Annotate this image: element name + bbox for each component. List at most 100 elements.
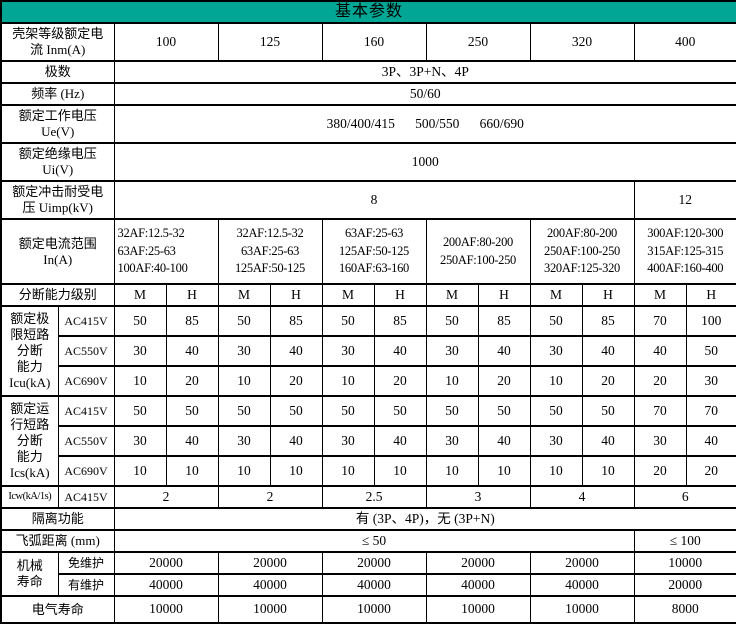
icu-value: 30 xyxy=(113,335,167,367)
icu-value: 50 xyxy=(529,305,583,337)
icu-value: 100 xyxy=(685,305,736,337)
grade-cell: H xyxy=(477,283,531,307)
icu-value: 20 xyxy=(269,365,323,397)
icu-value: 30 xyxy=(217,335,271,367)
breaking-grade-row: 分断能力级别 M H M H M H M H M H M H xyxy=(0,283,736,307)
icu-value: 30 xyxy=(425,335,479,367)
icu-value: 50 xyxy=(217,305,271,337)
icu-value: 30 xyxy=(529,335,583,367)
grade-cell: M xyxy=(113,283,167,307)
icw-value: 3 xyxy=(425,485,531,509)
icw-ac415v-label: AC415V xyxy=(57,485,115,509)
icu-value: 85 xyxy=(269,305,323,337)
ics-value: 70 xyxy=(685,395,736,427)
working-voltage-value: 380/400/415 500/550 660/690 xyxy=(113,104,736,144)
icu-value: 30 xyxy=(321,335,375,367)
ics-value: 20 xyxy=(633,455,687,487)
frame-current-value: 250 xyxy=(425,22,531,62)
mech-life-maint-label: 有维护 xyxy=(57,573,115,597)
ics-value: 70 xyxy=(633,395,687,427)
icu-value: 10 xyxy=(217,365,271,397)
ics-value: 30 xyxy=(425,425,479,457)
title-row: 基本参数 xyxy=(0,0,736,24)
icu-value: 50 xyxy=(321,305,375,337)
ics-value: 30 xyxy=(321,425,375,457)
icu-ac550v-row: AC550V 30 40 30 40 30 40 30 40 30 40 40 … xyxy=(1,335,736,367)
mech-life-value: 20000 xyxy=(321,551,427,575)
icu-value: 50 xyxy=(425,305,479,337)
ics-value: 10 xyxy=(113,455,167,487)
impulse-voltage-label: 额定冲击耐受电 压 Uimp(kV) xyxy=(0,180,115,220)
ics-value: 10 xyxy=(529,455,583,487)
impulse-voltage-value: 8 xyxy=(113,180,635,220)
ics-value: 50 xyxy=(425,395,479,427)
mech-life-value: 40000 xyxy=(217,573,323,597)
ics-value: 30 xyxy=(217,425,271,457)
poles-row: 极数 3P、3P+N、4P xyxy=(0,60,736,84)
frame-current-row: 壳架等级额定电 流 Inm(A) 100 125 160 250 320 400 xyxy=(0,22,736,62)
mech-life-value: 40000 xyxy=(321,573,427,597)
mech-life-value: 40000 xyxy=(113,573,219,597)
mech-life-label: 机械 寿命 xyxy=(0,551,59,597)
grade-cell: H xyxy=(373,283,427,307)
current-range-value: 63AF:25-63 125AF:50-125 160AF:63-160 xyxy=(321,218,427,285)
grade-cell: M xyxy=(321,283,375,307)
mech-life-value: 20000 xyxy=(217,551,323,575)
ics-value: 50 xyxy=(529,395,583,427)
icu-label: 额定极 限短路 分断 能力 Icu(kA) xyxy=(0,305,59,397)
elec-life-value: 10000 xyxy=(113,595,219,624)
icu-value: 30 xyxy=(685,365,736,397)
grade-cell: H xyxy=(581,283,635,307)
ics-value: 50 xyxy=(217,395,271,427)
breaking-grade-label: 分断能力级别 xyxy=(0,283,115,307)
ics-value: 10 xyxy=(425,455,479,487)
mech-life-free-row: 机械 寿命 免维护 20000 20000 20000 20000 20000 … xyxy=(0,551,736,597)
frame-current-value: 400 xyxy=(633,22,736,62)
grade-cell: H xyxy=(165,283,219,307)
impulse-voltage-value: 12 xyxy=(633,180,736,220)
current-range-row: 额定电流范围 In(A) 32AF:12.5-32 63AF:25-63 100… xyxy=(0,218,736,285)
icw-value: 4 xyxy=(529,485,635,509)
mech-life-value: 20000 xyxy=(425,551,531,575)
arc-distance-value: ≤ 100 xyxy=(633,529,736,553)
ics-value: 50 xyxy=(269,395,323,427)
isolation-value: 有 (3P、4P)，无 (3P+N) xyxy=(113,507,736,531)
ics-value: 20 xyxy=(685,455,736,487)
ics-value: 30 xyxy=(633,425,687,457)
icw-value: 6 xyxy=(633,485,736,509)
icw-value: 2 xyxy=(217,485,323,509)
ics-ac690v-row: AC690V 10 10 10 10 10 10 10 10 10 10 20 … xyxy=(1,455,736,487)
icu-value: 20 xyxy=(373,365,427,397)
ics-value: 10 xyxy=(165,455,219,487)
ics-value: 40 xyxy=(165,425,219,457)
ics-value: 50 xyxy=(165,395,219,427)
mech-life-maint-row: 有维护 40000 40000 40000 40000 40000 20000 xyxy=(1,573,736,597)
icu-value: 85 xyxy=(165,305,219,337)
poles-value: 3P、3P+N、4P xyxy=(113,60,736,84)
isolation-label: 隔离功能 xyxy=(0,507,115,531)
icu-value: 10 xyxy=(113,365,167,397)
ics-value: 40 xyxy=(581,425,635,457)
icw-label: Icw(kA/1s) xyxy=(0,485,59,509)
grade-cell: M xyxy=(633,283,687,307)
ics-ac550v-label: AC550V xyxy=(57,425,115,457)
icu-value: 50 xyxy=(685,335,736,367)
working-voltage-label: 额定工作电压 Ue(V) xyxy=(0,104,115,144)
elec-life-row: 电气寿命 10000 10000 10000 10000 10000 8000 xyxy=(0,595,736,624)
ics-value: 10 xyxy=(373,455,427,487)
ics-value: 50 xyxy=(477,395,531,427)
insulation-voltage-value: 1000 xyxy=(113,142,736,182)
ics-value: 30 xyxy=(113,425,167,457)
ics-value: 10 xyxy=(269,455,323,487)
elec-life-value: 8000 xyxy=(633,595,736,624)
icu-ac690v-label: AC690V xyxy=(57,365,115,397)
ics-value: 10 xyxy=(581,455,635,487)
elec-life-value: 10000 xyxy=(425,595,531,624)
mech-life-value: 40000 xyxy=(425,573,531,597)
frame-current-value: 125 xyxy=(217,22,323,62)
frame-current-value: 100 xyxy=(113,22,219,62)
icw-value: 2 xyxy=(113,485,219,509)
ics-value: 40 xyxy=(685,425,736,457)
ics-value: 50 xyxy=(321,395,375,427)
